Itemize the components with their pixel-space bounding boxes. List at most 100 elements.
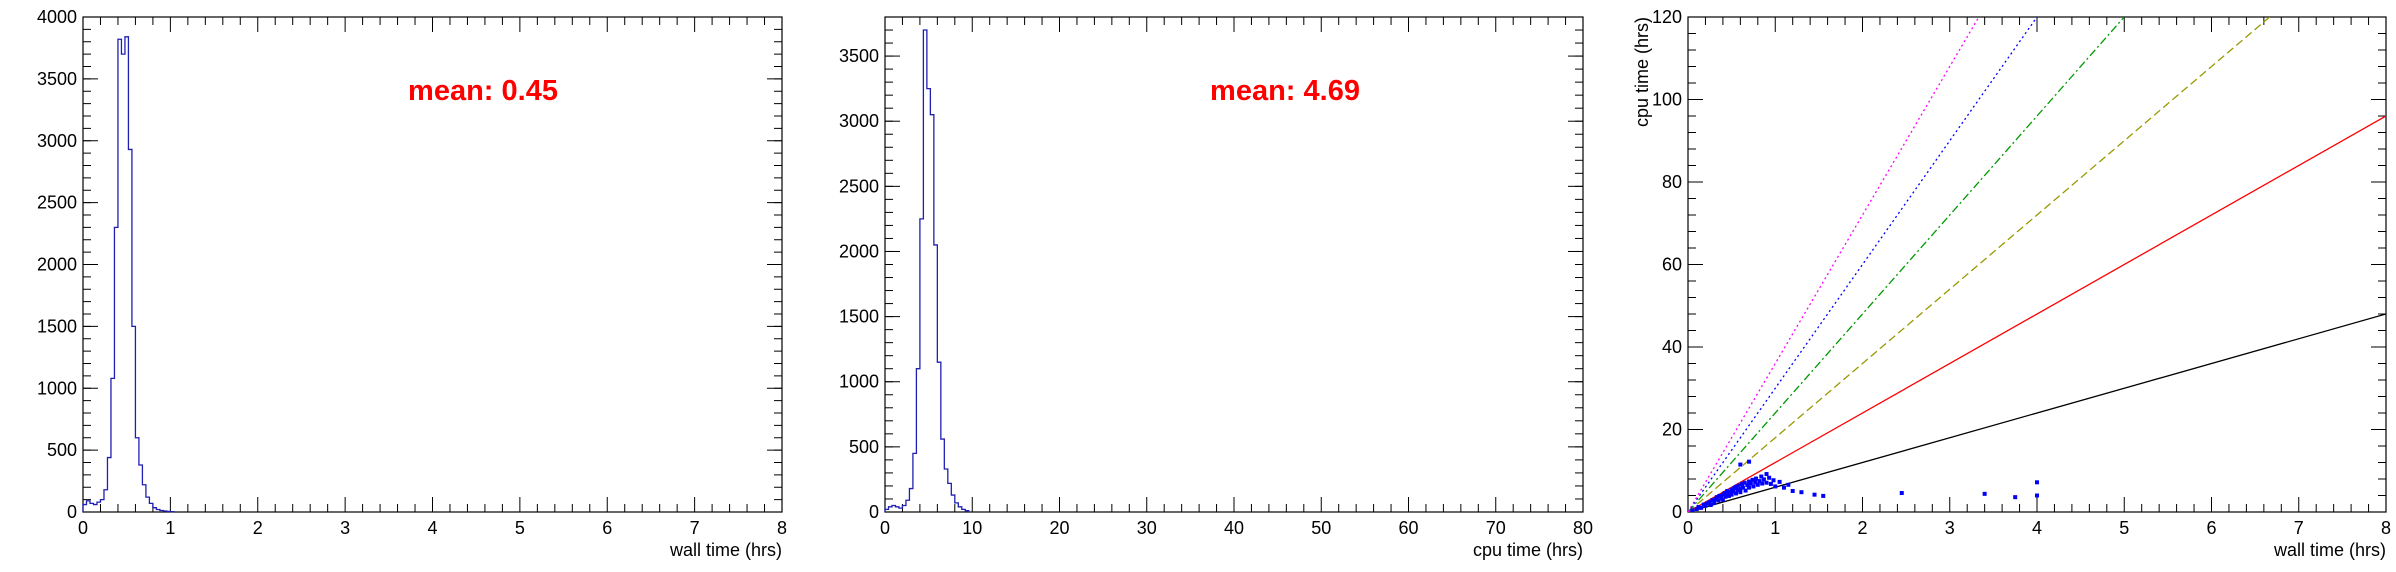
- x-tick-label: 30: [1137, 518, 1157, 538]
- scatter-point: [1982, 491, 1987, 496]
- scatter-point: [1812, 492, 1817, 497]
- y-tick-label: 1000: [37, 378, 77, 398]
- scatter-point: [1757, 479, 1762, 484]
- histogram-bin: [121, 54, 124, 512]
- histogram-bin: [951, 495, 954, 512]
- scatter-point: [1722, 491, 1727, 496]
- x-tick-label: 70: [1486, 518, 1506, 538]
- x-tick-label: 6: [2206, 518, 2216, 538]
- scatter-point: [1781, 485, 1786, 490]
- histogram-bin: [139, 465, 142, 512]
- y-tick-label: 3500: [839, 46, 879, 66]
- histogram-bin: [892, 505, 895, 512]
- x-tick-label: 0: [880, 518, 890, 538]
- reference-line: [1688, 115, 2386, 512]
- x-tick-label: 2: [253, 518, 263, 538]
- scatter-point: [1733, 484, 1738, 489]
- scatter-point: [1707, 500, 1712, 505]
- histogram-bin: [937, 362, 940, 512]
- scatter-point: [1720, 497, 1725, 502]
- histogram-bin: [948, 483, 951, 512]
- histogram-bin: [965, 511, 968, 512]
- scatter-point: [1703, 503, 1708, 508]
- scatter-point: [1799, 490, 1804, 495]
- x-tick-label: 6: [602, 518, 612, 538]
- reference-line: [1688, 313, 2386, 512]
- reference-line: [1688, 17, 2038, 512]
- scatter-point: [1899, 491, 1904, 496]
- scatter-point: [1727, 490, 1732, 495]
- scatter-point: [1753, 480, 1758, 485]
- histogram-bin: [100, 500, 103, 512]
- scatter-point: [1717, 493, 1722, 498]
- histogram-bin: [962, 509, 965, 512]
- scatter-point: [1694, 507, 1699, 512]
- scatter-point: [1705, 501, 1710, 506]
- scatter-point: [1747, 479, 1752, 484]
- scatter-point: [1821, 493, 1826, 498]
- scatter-point: [1710, 498, 1715, 503]
- scatter-point: [1738, 486, 1743, 491]
- y-tick-label: 120: [1652, 7, 1682, 27]
- y-tick-label: 1500: [839, 307, 879, 327]
- histogram-bin: [944, 469, 947, 512]
- scatter-point: [1745, 483, 1750, 488]
- x-axis-title: wall time (hrs): [2273, 540, 2386, 560]
- scatter-point: [1768, 481, 1773, 486]
- scatter-point: [1708, 502, 1713, 507]
- histogram-outline: [82, 36, 175, 513]
- x-axis-title: wall time (hrs): [669, 540, 782, 560]
- scatter-point: [1740, 481, 1745, 486]
- scatter-point: [1696, 505, 1701, 510]
- reference-lines: [1688, 17, 2386, 512]
- histogram-bin: [167, 511, 170, 512]
- panel-wall-time-histogram: 0 1 2 3 4 5 6 7 8 0 500 1000 1500 2000 2500 3000 3500 400…: [37, 7, 787, 560]
- x-tick-label: 20: [1049, 518, 1069, 538]
- histogram-bin: [927, 89, 930, 512]
- scatter-point: [1777, 479, 1782, 484]
- scatter-point: [1727, 493, 1732, 498]
- x-tick-label: 8: [2381, 518, 2391, 538]
- histogram-bin: [958, 507, 961, 512]
- y-tick-label: 0: [67, 502, 77, 522]
- scatter-point: [1747, 485, 1752, 490]
- scatter-point: [1760, 481, 1765, 486]
- scatter-point: [1723, 494, 1728, 499]
- scatter-point: [1725, 491, 1730, 496]
- reference-line: [1688, 17, 2125, 512]
- histogram-bin: [142, 485, 145, 512]
- x-tick-label: 1: [1770, 518, 1780, 538]
- scatter-point: [1713, 497, 1718, 502]
- scatter-point: [1761, 477, 1766, 482]
- histogram-bin: [955, 503, 958, 512]
- x-tick-label: 4: [2032, 518, 2042, 538]
- histogram-bin: [902, 505, 905, 512]
- histogram-outline: [884, 29, 970, 512]
- scatter-point: [2035, 480, 2039, 485]
- x-tick-label: 60: [1398, 518, 1418, 538]
- x-axis-title: cpu time (hrs): [1473, 540, 1583, 560]
- scatter-point: [1712, 500, 1717, 505]
- histogram-bin: [888, 507, 891, 512]
- x-tick-label: 0: [78, 518, 88, 538]
- histogram-bin: [885, 509, 888, 512]
- histogram-bin: [930, 115, 933, 512]
- y-tick-label: 3000: [37, 131, 77, 151]
- histogram-bin: [135, 438, 138, 512]
- y-tick-label: 500: [47, 440, 77, 460]
- histogram-bin: [125, 37, 128, 512]
- scatter-point: [1764, 472, 1769, 477]
- scatter-point: [1731, 489, 1736, 494]
- y-tick-label: 4000: [37, 7, 77, 27]
- mean-annotation: mean: 0.45: [408, 75, 558, 107]
- histogram-bin: [118, 39, 121, 512]
- x-tick-label: 80: [1573, 518, 1593, 538]
- y-axis-title: cpu time (hrs): [1632, 17, 1652, 127]
- y-tick-label: 0: [869, 502, 879, 522]
- y-tick-label: 1000: [839, 372, 879, 392]
- scatter-point: [1740, 485, 1745, 490]
- y-tick-label: 1500: [37, 316, 77, 336]
- histogram-bin: [132, 326, 135, 512]
- histogram-bin: [923, 30, 926, 512]
- y-tick-label: 0: [1672, 502, 1682, 522]
